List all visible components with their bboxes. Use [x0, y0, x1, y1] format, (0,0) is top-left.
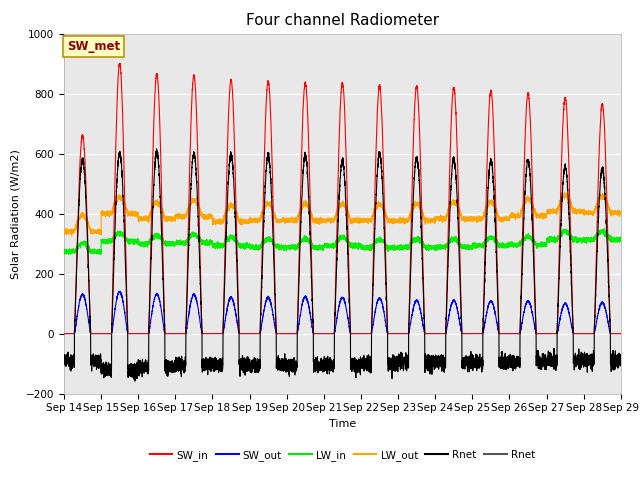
Y-axis label: Solar Radiation (W/m2): Solar Radiation (W/m2) [10, 149, 20, 278]
Text: SW_met: SW_met [67, 40, 120, 53]
Legend: SW_in, SW_out, LW_in, LW_out, Rnet, Rnet: SW_in, SW_out, LW_in, LW_out, Rnet, Rnet [145, 445, 540, 465]
X-axis label: Time: Time [329, 419, 356, 429]
Title: Four channel Radiometer: Four channel Radiometer [246, 13, 439, 28]
